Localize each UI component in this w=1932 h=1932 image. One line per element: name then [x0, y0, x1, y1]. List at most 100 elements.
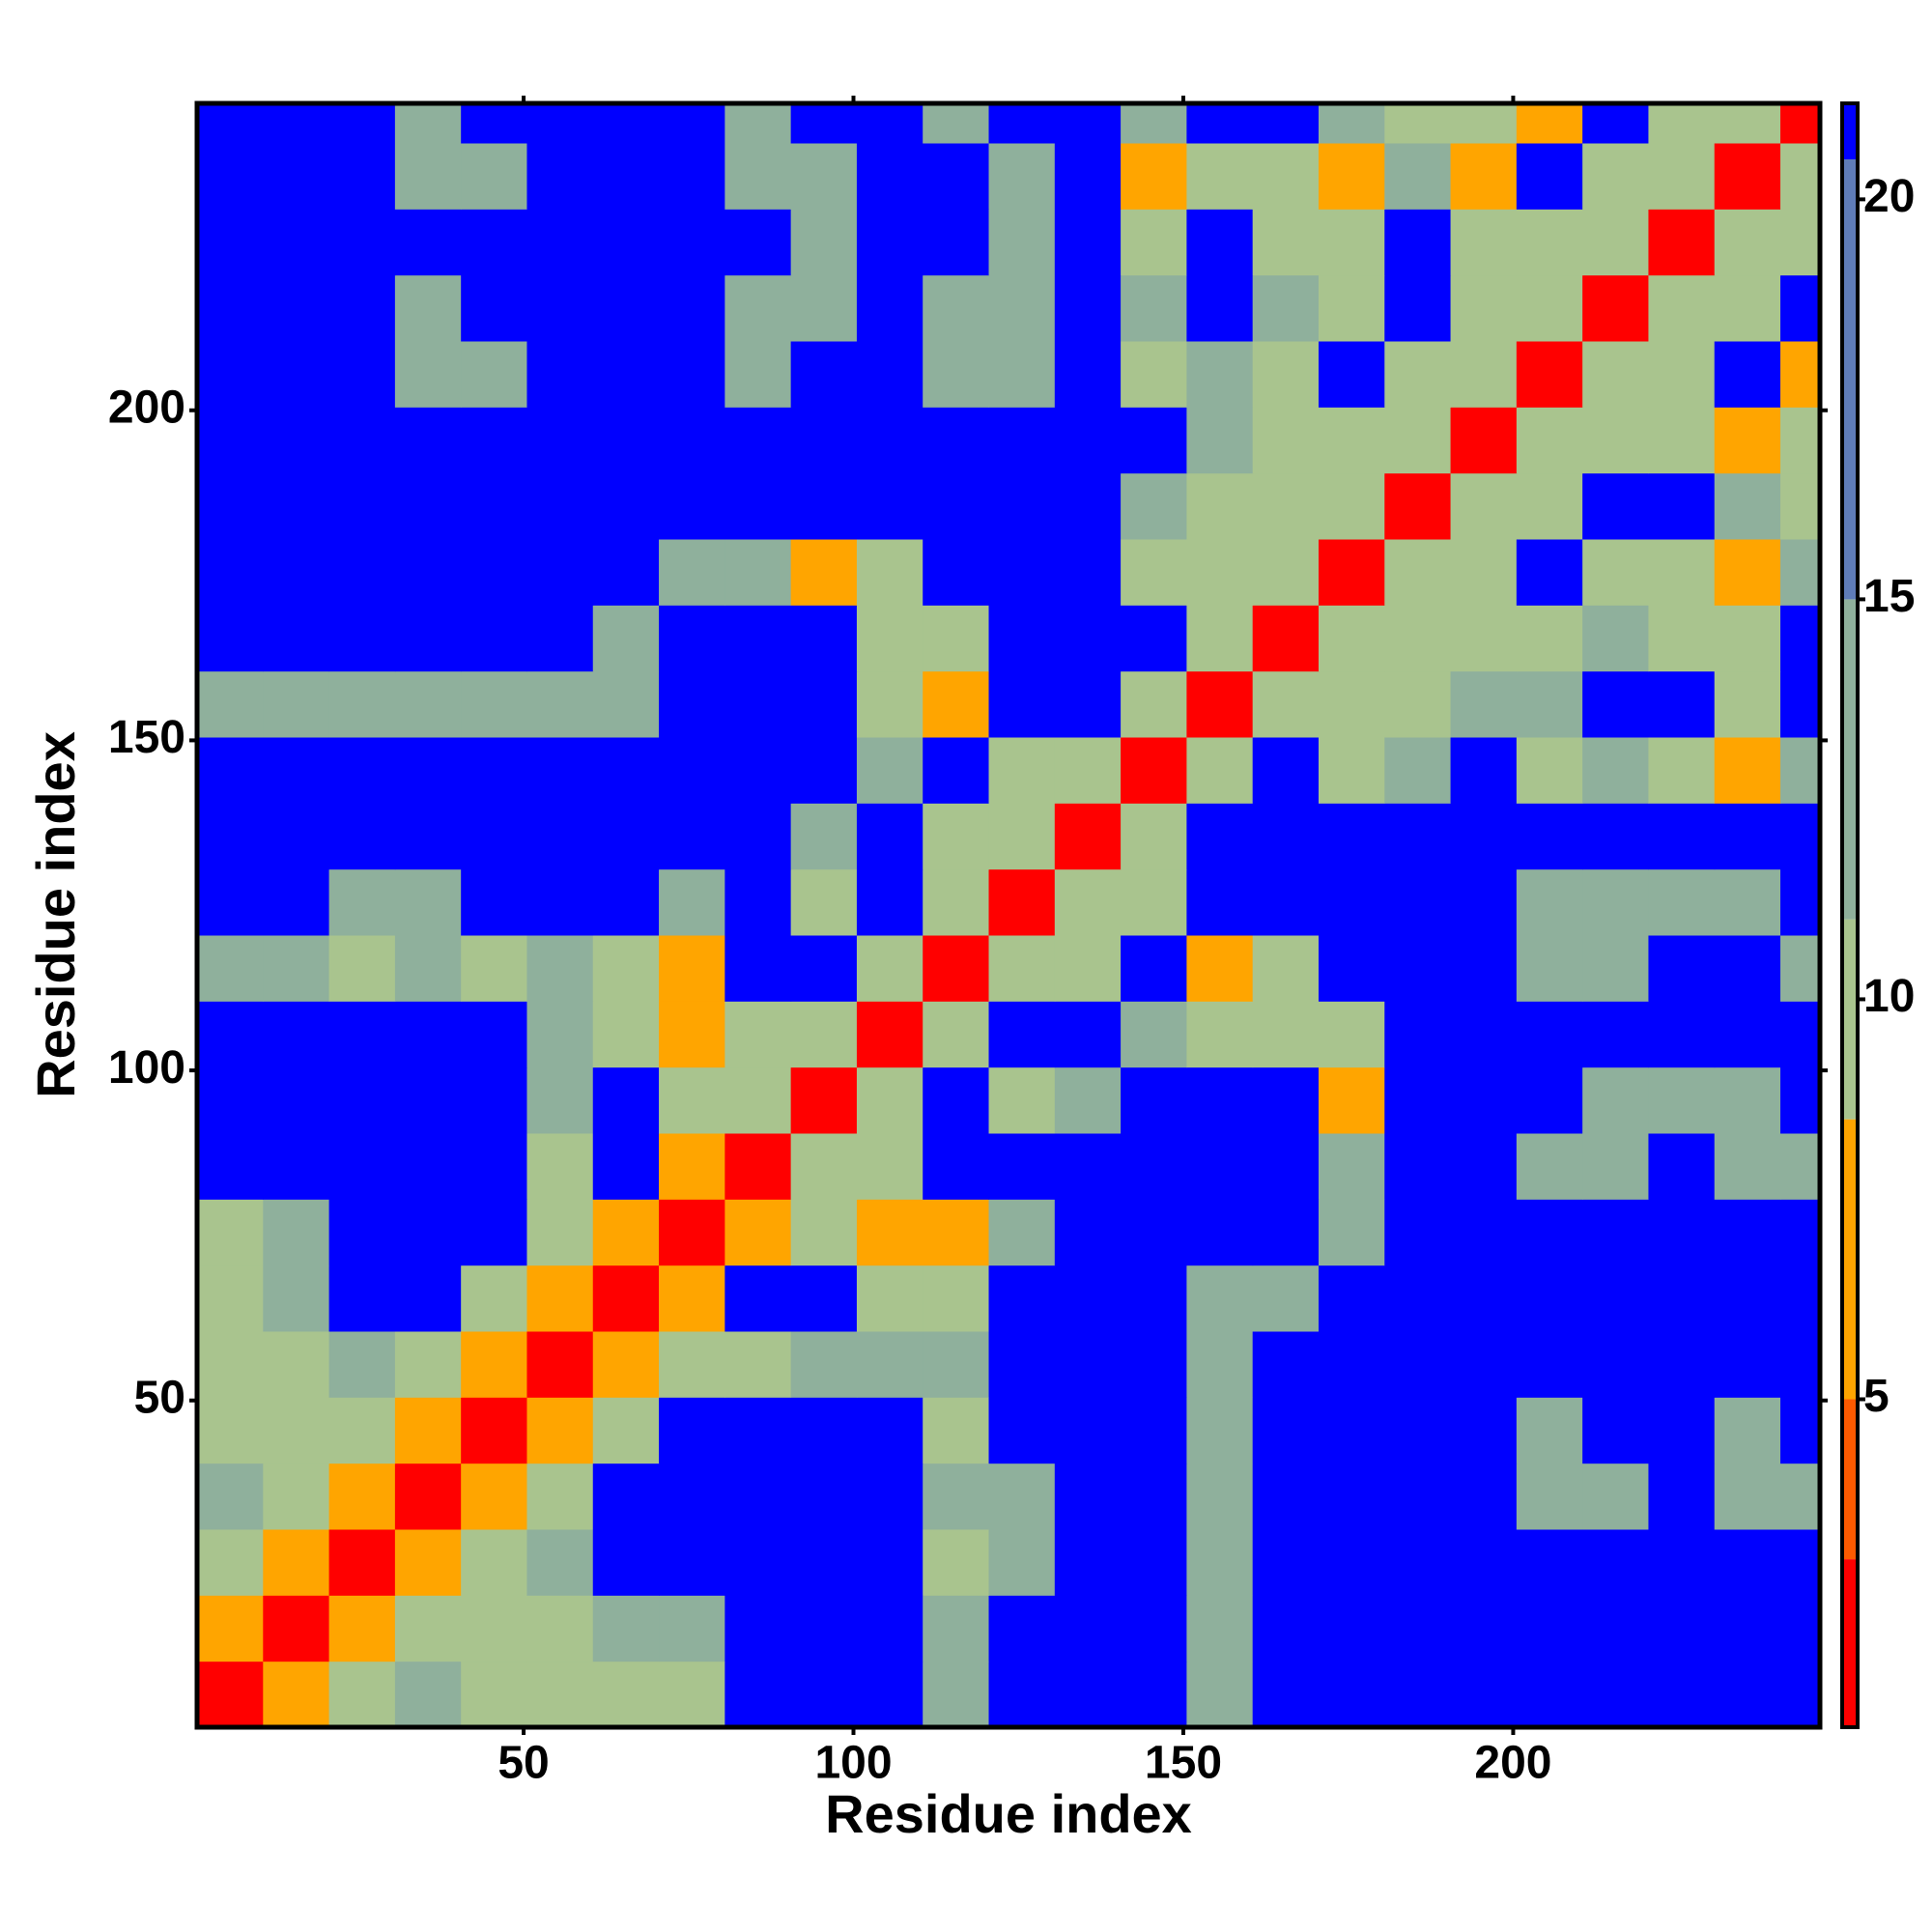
heat-cell — [1714, 1199, 1781, 1266]
heat-cell — [1714, 1463, 1781, 1530]
heat-cell — [790, 1066, 858, 1134]
heat-cell — [988, 539, 1056, 606]
heat-cell — [1648, 935, 1716, 1002]
heat-cell — [1780, 803, 1820, 870]
heat-cell — [1384, 1199, 1452, 1266]
heat-cell — [1384, 539, 1452, 606]
heat-cell — [1450, 539, 1518, 606]
heat-cell — [1780, 274, 1820, 342]
heat-cell — [1054, 472, 1122, 540]
heat-cell — [1450, 341, 1518, 408]
heat-cell — [394, 605, 462, 672]
heat-cell — [1648, 407, 1716, 474]
heat-cell — [1582, 1133, 1649, 1200]
heat-cell — [263, 1529, 330, 1596]
heat-cell — [1780, 341, 1820, 408]
heat-cell — [790, 209, 858, 276]
heat-cell — [1121, 539, 1187, 606]
colorbar-segment — [1842, 103, 1858, 159]
heat-cell — [1318, 341, 1385, 408]
heat-cell — [197, 1264, 264, 1332]
heat-cell — [988, 341, 1056, 408]
heat-cell — [1516, 803, 1583, 870]
heat-cell — [988, 1066, 1056, 1134]
heat-cell — [724, 935, 792, 1002]
heat-cell — [988, 103, 1056, 144]
heat-cell — [1384, 1066, 1452, 1134]
colorbar-segment — [1842, 599, 1858, 920]
heat-cell — [263, 605, 330, 672]
heat-cell — [592, 143, 660, 210]
heat-cell — [461, 341, 527, 408]
heat-cell — [1121, 1264, 1187, 1332]
heat-cell — [1318, 1529, 1385, 1596]
heat-cell — [1252, 1264, 1320, 1332]
heat-cell — [1384, 1133, 1452, 1200]
heat-cell — [856, 1331, 923, 1398]
heat-cell — [923, 1133, 990, 1200]
heat-cell — [659, 868, 725, 936]
heat-cell — [263, 1595, 330, 1662]
heat-cell — [856, 605, 923, 672]
heat-cell — [328, 1264, 396, 1332]
heat-cell — [1186, 1595, 1254, 1662]
heat-cell — [1780, 103, 1820, 144]
heat-cell — [790, 670, 858, 738]
heat-cell — [328, 1331, 396, 1398]
heat-cell — [1450, 1066, 1518, 1134]
heat-cell — [659, 209, 725, 276]
heat-cell — [1186, 209, 1254, 276]
heat-cell — [197, 868, 264, 936]
heat-cell — [1648, 472, 1716, 540]
heat-cell — [1054, 1397, 1122, 1464]
heat-cell — [856, 737, 923, 804]
heat-cell — [1780, 1463, 1820, 1530]
heat-cell — [856, 1463, 923, 1530]
heat-cell — [526, 1199, 594, 1266]
heat-cell — [1384, 407, 1452, 474]
heat-cell — [790, 1199, 858, 1266]
heat-cell — [1318, 539, 1385, 606]
heat-cell — [1714, 1661, 1781, 1727]
heat-cell — [1516, 103, 1583, 144]
heat-cell — [1780, 1661, 1820, 1727]
heat-cell — [1384, 1397, 1452, 1464]
heat-cell — [1054, 1264, 1122, 1332]
heat-cell — [1582, 1199, 1649, 1266]
heat-cell — [1121, 1397, 1187, 1464]
heat-cell — [394, 539, 462, 606]
heat-cell — [592, 209, 660, 276]
heat-cell — [1714, 341, 1781, 408]
heat-cell — [1186, 868, 1254, 936]
heat-cell — [1186, 407, 1254, 474]
heat-cell — [526, 407, 594, 474]
heat-cell — [328, 103, 396, 144]
heat-cell — [724, 407, 792, 474]
colorbar-frame — [1840, 101, 1860, 1729]
heat-cell — [394, 341, 462, 408]
heat-cell — [724, 1066, 792, 1134]
heat-cell — [592, 1397, 660, 1464]
heat-cell — [394, 803, 462, 870]
colorbar-segment — [1842, 158, 1858, 600]
heat-cell — [1318, 803, 1385, 870]
heat-cell — [526, 274, 594, 342]
heat-cell — [197, 670, 264, 738]
heat-cell — [394, 1595, 462, 1662]
heat-cell — [724, 1463, 792, 1530]
x-tick-label: 50 — [497, 1738, 549, 1789]
heat-cell — [1252, 1066, 1320, 1134]
heat-cell — [923, 1001, 990, 1068]
heat-cell — [526, 605, 594, 672]
heat-cell — [790, 803, 858, 870]
heat-cell — [197, 341, 264, 408]
heat-cell — [1054, 341, 1122, 408]
heat-cell — [1186, 103, 1254, 144]
heat-cell — [724, 209, 792, 276]
heat-cell — [1384, 1529, 1452, 1596]
heat-cell — [923, 1529, 990, 1596]
heat-cell — [724, 670, 792, 738]
heat-cell — [197, 605, 264, 672]
heat-cell — [1384, 935, 1452, 1002]
heat-cell — [1516, 737, 1583, 804]
